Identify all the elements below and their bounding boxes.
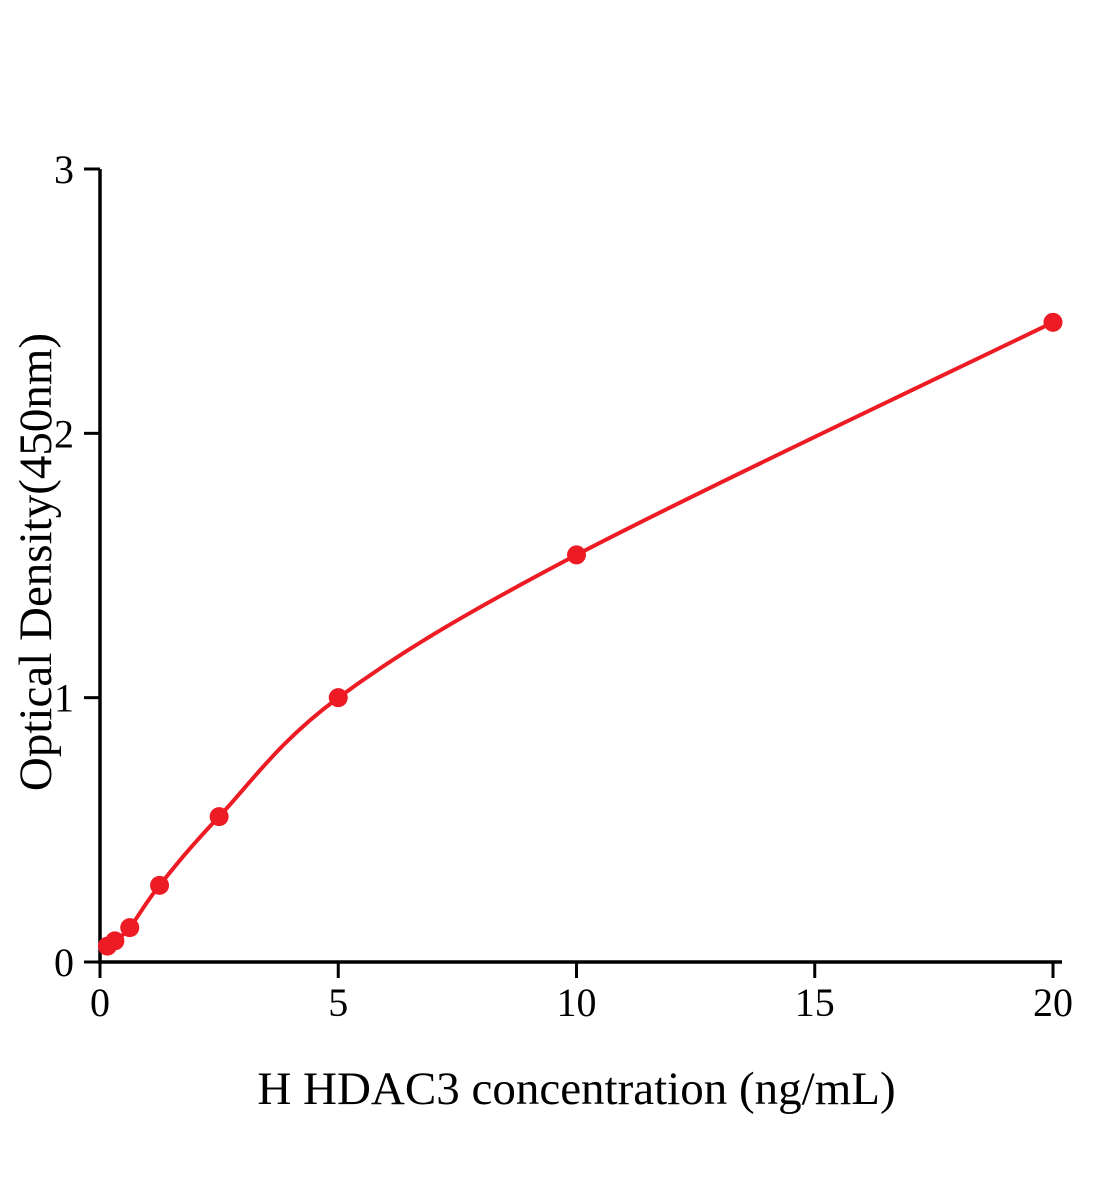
x-tick-label: 20 [1033, 980, 1073, 1025]
y-tick-label: 3 [54, 147, 74, 192]
data-point [120, 918, 140, 938]
data-point [328, 688, 348, 708]
y-axis-title: Optical Density(450nm) [10, 332, 62, 792]
data-point [1043, 312, 1063, 332]
x-tick-label: 5 [328, 980, 348, 1025]
x-tick-label: 10 [557, 980, 597, 1025]
data-point [150, 875, 170, 895]
x-axis-title: H HDAC3 concentration (ng/mL) [257, 1063, 896, 1115]
x-tick-label: 0 [90, 980, 110, 1025]
x-tick-label: 15 [795, 980, 835, 1025]
y-tick-label: 1 [54, 676, 74, 721]
standard-curve-line [105, 320, 1055, 949]
data-point [567, 545, 586, 565]
y-tick-label: 2 [54, 411, 74, 456]
y-tick-label: 0 [54, 940, 74, 985]
data-point [209, 807, 229, 827]
data-point [105, 931, 125, 951]
